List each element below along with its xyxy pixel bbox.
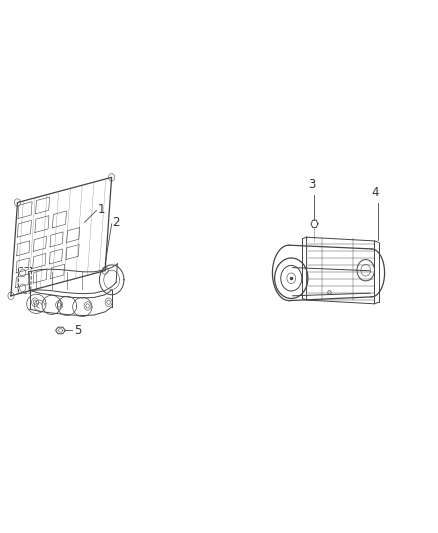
- Text: 2: 2: [113, 216, 120, 229]
- Text: 1: 1: [97, 203, 105, 216]
- Text: 5: 5: [74, 324, 82, 337]
- Text: 4: 4: [371, 186, 379, 199]
- Text: 3: 3: [308, 178, 315, 191]
